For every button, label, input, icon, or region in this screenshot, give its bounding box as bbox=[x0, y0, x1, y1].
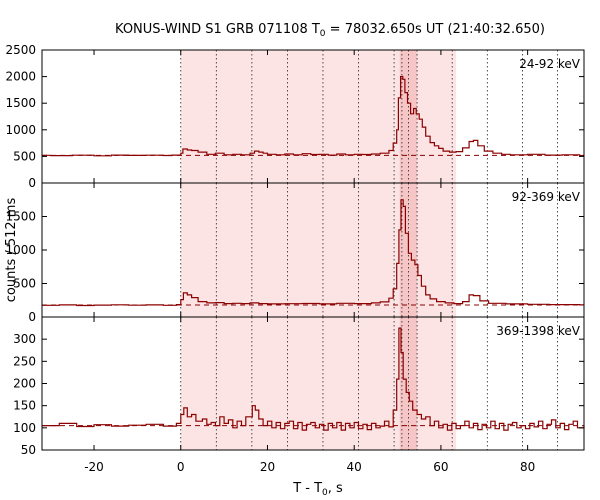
panel-1: 0 500 1000 1500 2000 2500 24-92 keV bbox=[5, 43, 585, 190]
dark-interval bbox=[399, 50, 418, 183]
y-tick-label: 150 bbox=[13, 399, 36, 413]
y-tick-label: 2500 bbox=[5, 43, 36, 57]
y-tick-label: 50 bbox=[21, 443, 36, 457]
x-tick-label: -20 bbox=[84, 460, 104, 474]
y-tick-label: 1500 bbox=[5, 96, 36, 110]
light-curve-series bbox=[42, 199, 584, 307]
panel-3: 50 100 150 200 250 300 369-1398 keV bbox=[13, 316, 585, 457]
y-tick-label: 250 bbox=[13, 354, 36, 368]
y-tick-label: 300 bbox=[13, 332, 36, 346]
energy-band-label: 24-92 keV bbox=[519, 57, 581, 71]
y-axis-label: counts / 512 ms bbox=[4, 198, 19, 303]
x-tick-label: 60 bbox=[433, 460, 448, 474]
y-tick-label: 1000 bbox=[5, 243, 36, 257]
x-tick-label: 0 bbox=[177, 460, 185, 474]
panel-2: 0 500 1000 1500 92-369 keV bbox=[5, 182, 585, 324]
y-tick-label: 100 bbox=[13, 421, 36, 435]
x-tick-label: 40 bbox=[347, 460, 362, 474]
energy-band-label: 369-1398 keV bbox=[496, 324, 580, 338]
dark-interval bbox=[399, 317, 418, 450]
light-curve-series bbox=[42, 327, 585, 431]
chart-title: KONUS-WIND S1 GRB 071108 T0 = 78032.650s… bbox=[115, 22, 545, 39]
y-tick-label: 2000 bbox=[5, 70, 36, 84]
y-tick-label: 0 bbox=[28, 310, 36, 324]
x-axis: -20 0 20 40 60 80 bbox=[84, 460, 535, 474]
energy-band-label: 92-369 keV bbox=[512, 190, 581, 204]
x-tick-label: 80 bbox=[520, 460, 535, 474]
y-tick-label: 1000 bbox=[5, 123, 36, 137]
y-tick-label: 500 bbox=[13, 277, 36, 291]
y-tick-label: 1500 bbox=[5, 210, 36, 224]
x-axis-label: T - T0, s bbox=[292, 481, 343, 498]
light-curve-series bbox=[42, 76, 584, 157]
y-tick-label: 0 bbox=[28, 176, 36, 190]
y-tick-label: 200 bbox=[13, 377, 36, 391]
x-tick-label: 20 bbox=[260, 460, 275, 474]
y-tick-label: 500 bbox=[13, 149, 36, 163]
